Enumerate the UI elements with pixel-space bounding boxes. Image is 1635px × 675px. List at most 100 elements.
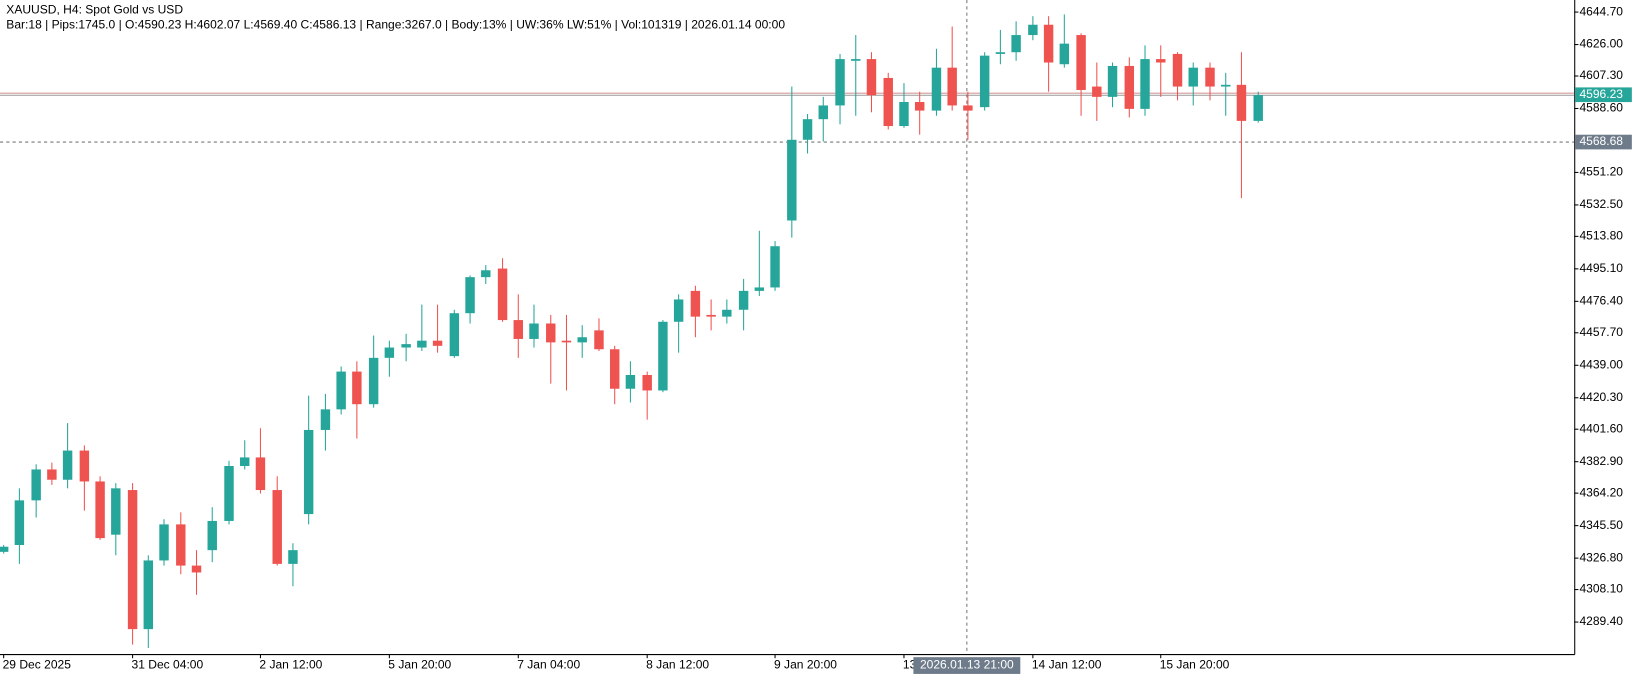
candle-body xyxy=(288,550,298,564)
candle-body xyxy=(401,344,411,348)
candle-body xyxy=(866,59,877,96)
price-label-box xyxy=(1575,87,1632,103)
candle-body xyxy=(62,450,73,480)
candle-body xyxy=(1124,65,1135,109)
candle-body xyxy=(384,347,395,358)
candle-body xyxy=(931,67,942,111)
chart-title: XAUUSD, H4: Spot Gold vs USD xyxy=(6,3,183,17)
y-tick-label: 4289.40 xyxy=(1579,614,1623,628)
chart-info: Bar:18 | Pips:1745.0 | O:4590.23 H:4602.… xyxy=(6,17,785,31)
x-tick-label: 29 Dec 2025 xyxy=(3,658,72,672)
y-tick-label: 4588.60 xyxy=(1579,101,1623,115)
candle-body xyxy=(673,299,684,322)
candle-body xyxy=(1011,35,1021,53)
candle-body xyxy=(995,52,1006,54)
plot-area xyxy=(0,0,1575,655)
x-tick-label: 15 Jan 20:00 xyxy=(1160,658,1230,672)
crosshair-price-box xyxy=(1575,134,1632,150)
candle-body xyxy=(1221,84,1231,87)
candle-body xyxy=(352,371,362,405)
y-tick-label: 4626.00 xyxy=(1579,37,1623,51)
candle-body xyxy=(127,490,138,630)
candle-body xyxy=(529,323,539,339)
candle-body xyxy=(417,340,427,348)
candle-body xyxy=(336,371,346,410)
x-tick-label: 8 Jan 12:00 xyxy=(646,658,709,672)
candle-body xyxy=(255,457,266,491)
candle-body xyxy=(914,102,925,111)
y-tick-label: 4532.50 xyxy=(1579,197,1623,211)
candle-body xyxy=(1172,53,1183,87)
candle-body xyxy=(787,139,797,221)
candle-body xyxy=(979,55,990,108)
candle-body xyxy=(111,488,121,535)
candle-body xyxy=(594,330,604,350)
y-tick-label: 4551.20 xyxy=(1579,165,1623,179)
candle-body xyxy=(497,268,508,321)
candle-body xyxy=(690,290,701,317)
candle-body xyxy=(79,450,90,482)
candle-body xyxy=(47,469,57,480)
y-tick-label: 4345.50 xyxy=(1579,518,1623,532)
candle-body xyxy=(706,314,716,317)
price-label: 4596.23 xyxy=(1579,87,1623,101)
y-tick-label: 4439.00 xyxy=(1579,357,1623,371)
x-tick-label: 5 Jan 20:00 xyxy=(388,658,451,672)
x-tick-label: 7 Jan 04:00 xyxy=(517,658,580,672)
crosshair-time-box xyxy=(913,657,1021,674)
crosshair-time-label: 2026.01.13 21:00 xyxy=(920,658,1014,672)
candle-body xyxy=(320,409,331,430)
candle-body xyxy=(191,565,202,573)
candle-body xyxy=(176,524,186,566)
candle-body xyxy=(143,560,154,630)
x-tick-label: 9 Jan 20:00 xyxy=(774,658,837,672)
candle-body xyxy=(95,481,105,539)
y-tick-label: 4401.60 xyxy=(1579,421,1623,435)
candle-body xyxy=(1028,24,1038,36)
candle-body xyxy=(1236,84,1247,121)
y-tick-label: 4495.10 xyxy=(1579,261,1623,275)
candle-body xyxy=(1043,24,1054,63)
y-tick-label: 4326.80 xyxy=(1579,550,1623,564)
candle-body xyxy=(31,469,41,501)
candle-body xyxy=(368,357,379,405)
candle-body xyxy=(851,59,861,61)
candle-body xyxy=(963,105,973,111)
candle-body xyxy=(802,119,813,140)
candle-body xyxy=(14,500,25,545)
crosshair-price-label: 4568.68 xyxy=(1579,134,1623,148)
y-tick-label: 4364.20 xyxy=(1579,485,1623,499)
candle-body xyxy=(947,67,957,106)
candle-body xyxy=(1140,59,1150,109)
candle-body xyxy=(738,290,749,310)
candle-body xyxy=(1076,35,1086,90)
candle-body xyxy=(272,490,282,564)
candle-body xyxy=(625,375,636,389)
candle-body xyxy=(1188,67,1198,87)
candle-body xyxy=(899,102,909,127)
candle-body xyxy=(770,246,780,288)
candle-body xyxy=(722,309,732,317)
candle-body xyxy=(449,313,460,357)
candle-body xyxy=(0,546,9,552)
y-tick-label: 4308.10 xyxy=(1579,582,1623,596)
candle-body xyxy=(1205,67,1215,87)
candle-body xyxy=(818,105,828,120)
candle-body xyxy=(658,321,668,391)
candle-body xyxy=(577,337,587,343)
candle-body xyxy=(835,59,845,106)
y-tick-label: 4644.70 xyxy=(1579,4,1623,18)
candle-body xyxy=(303,429,314,515)
y-tick-label: 4607.30 xyxy=(1579,68,1623,82)
y-tick-label: 4457.70 xyxy=(1579,325,1623,339)
candle-body xyxy=(561,340,572,343)
candle-body xyxy=(754,287,765,291)
candle-body xyxy=(546,323,556,343)
candle-body xyxy=(465,277,475,314)
candle-body xyxy=(159,524,169,561)
candle-body xyxy=(1156,59,1166,63)
candle-body xyxy=(1059,43,1070,65)
